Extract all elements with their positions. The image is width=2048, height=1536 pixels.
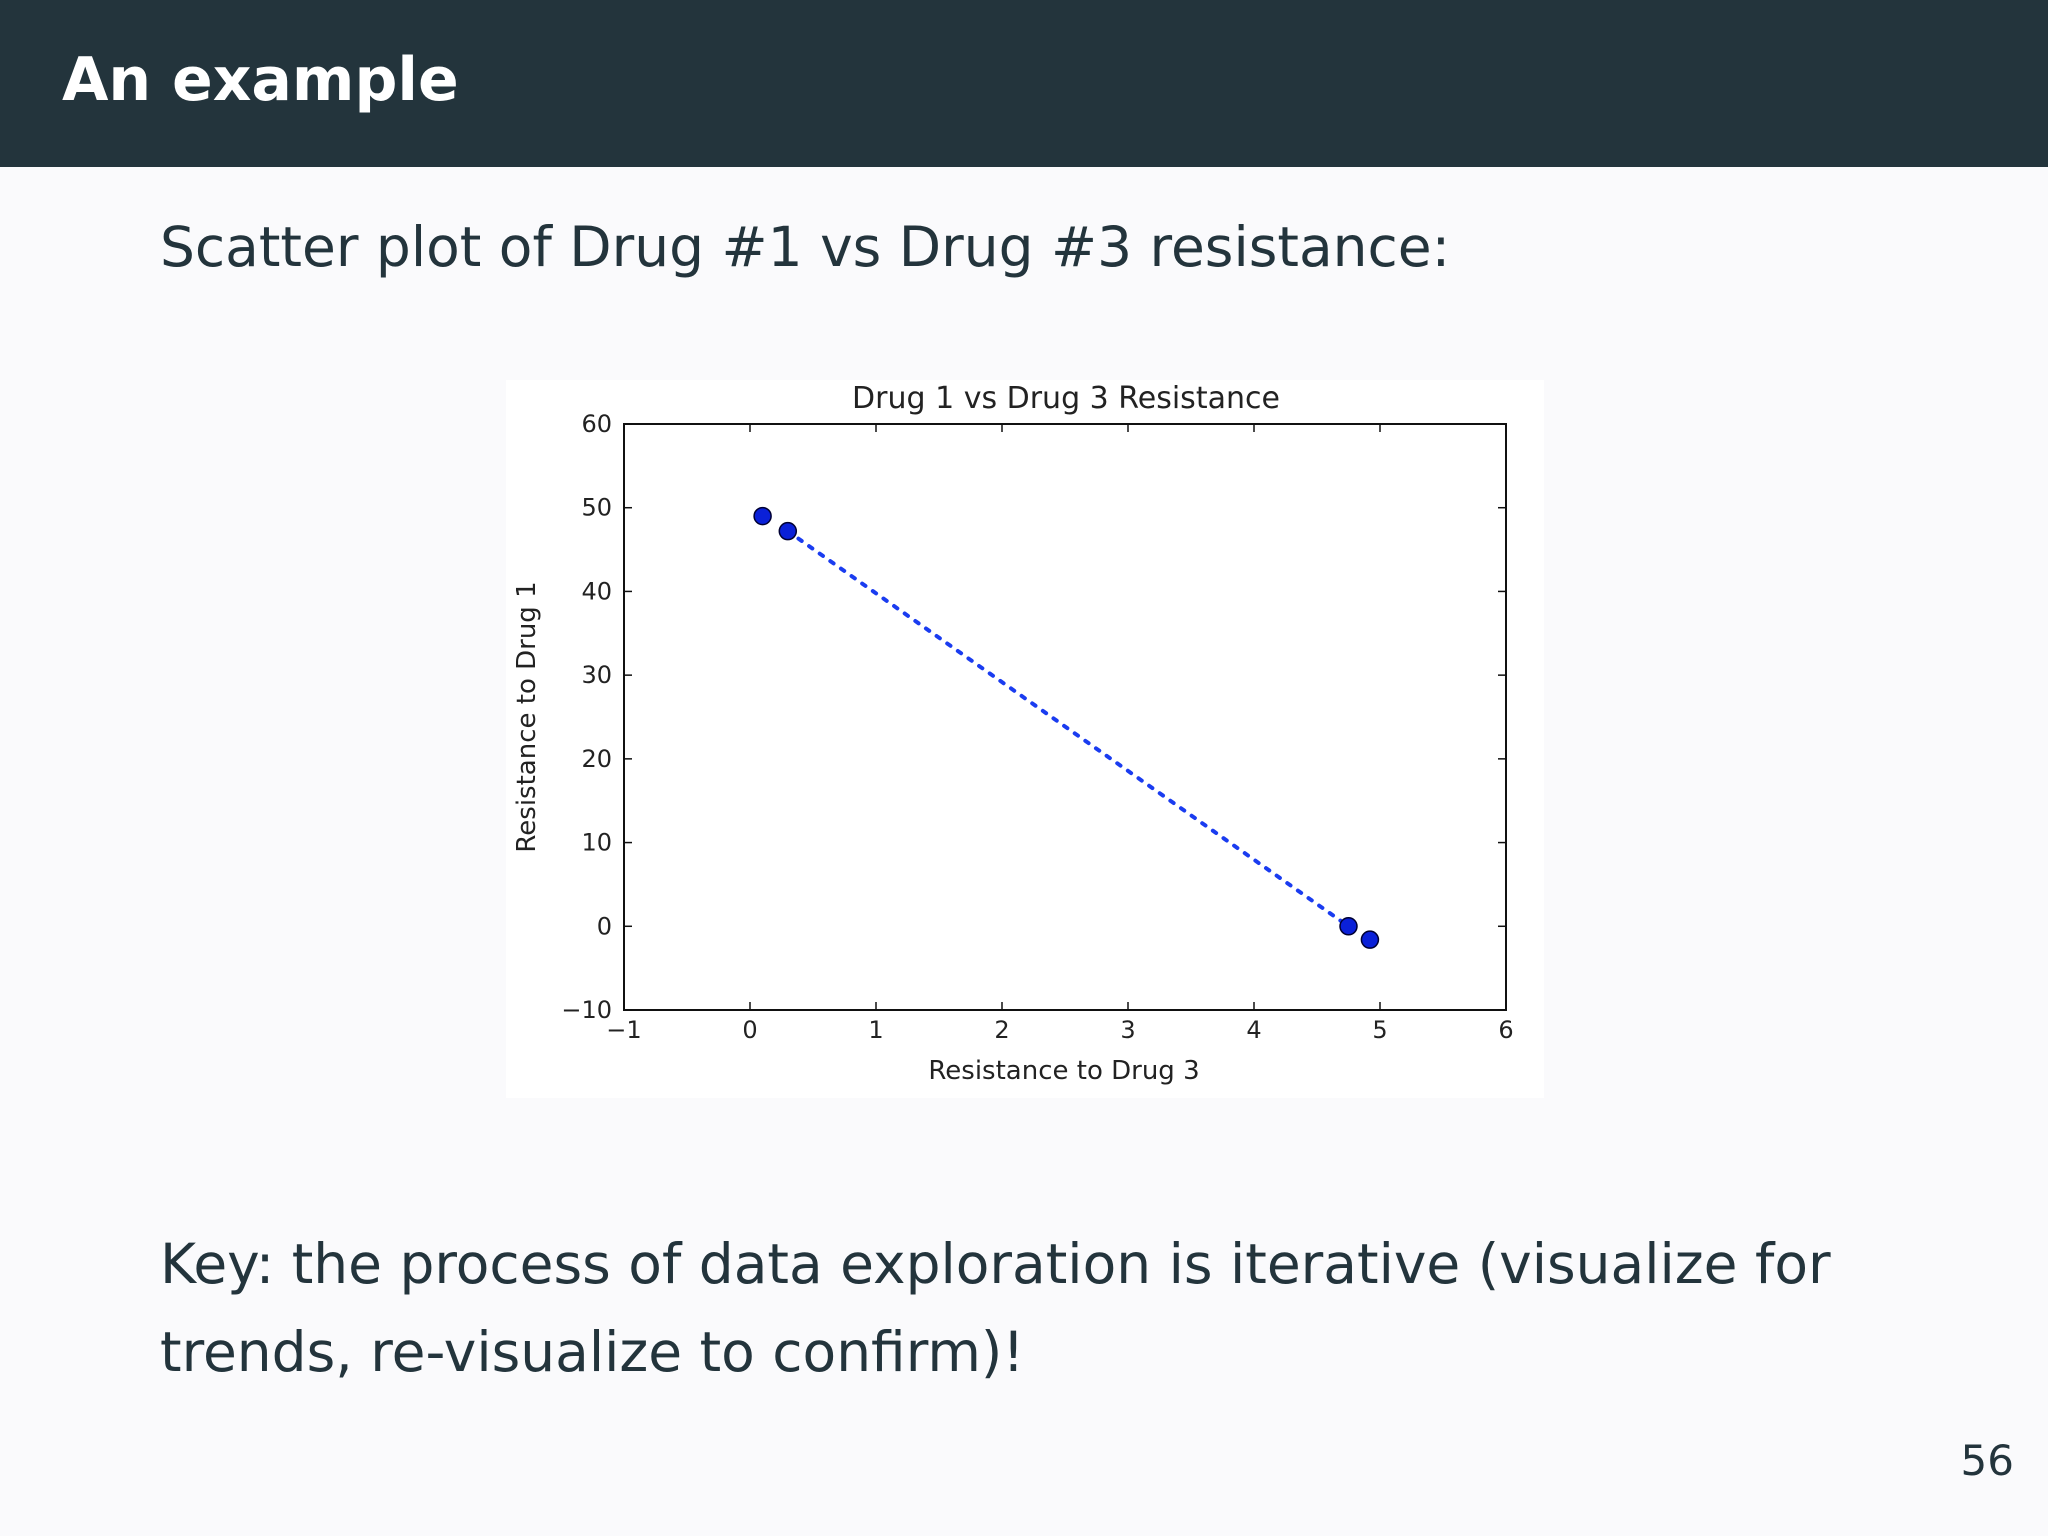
y-tick-label: 30 xyxy=(581,661,612,689)
y-tick-label: 60 xyxy=(581,410,612,438)
intro-text: Scatter plot of Drug #1 vs Drug #3 resis… xyxy=(160,215,1451,279)
x-axis-label: Resistance to Drug 3 xyxy=(928,1056,1199,1086)
scatter-point xyxy=(1360,930,1380,949)
key-note: Key: the process of data exploration is … xyxy=(160,1232,1831,1384)
x-tick-label: 6 xyxy=(1498,1016,1513,1044)
scatter-figure: Drug 1 vs Drug 3 Resistance −1 0 1 2 3 4 5 6 −10… xyxy=(506,380,1544,1098)
y-tick-label: 0 xyxy=(597,912,612,940)
y-tick-label: −10 xyxy=(561,996,612,1024)
slide-title: An example xyxy=(62,45,459,115)
x-tick-label: 4 xyxy=(1246,1016,1261,1044)
chart-title: Drug 1 vs Drug 3 Resistance xyxy=(852,381,1280,416)
x-tick-label: 5 xyxy=(1372,1016,1387,1044)
x-tick-label: 3 xyxy=(1120,1016,1135,1044)
scatter-chart: Drug 1 vs Drug 3 Resistance −1 0 1 2 3 4 5 6−10… xyxy=(512,381,1514,1086)
x-tick-label: 2 xyxy=(994,1016,1009,1044)
page-number: 56 xyxy=(1960,1436,2014,1485)
y-tick-label: 40 xyxy=(581,577,612,605)
x-tick-label: −1 xyxy=(606,1016,641,1044)
y-tick-label: 10 xyxy=(581,829,612,857)
scatter-point xyxy=(1339,917,1358,936)
title-bar: An example xyxy=(0,0,2048,167)
plot-frame xyxy=(623,423,1507,1011)
trend-line xyxy=(785,529,1351,929)
y-axis-label: Resistance to Drug 1 xyxy=(512,581,542,852)
y-tick-label: 50 xyxy=(581,494,612,522)
y-tick-label: 20 xyxy=(581,745,612,773)
scatter-point xyxy=(753,506,772,526)
x-tick-label: 1 xyxy=(868,1016,883,1044)
scatter-point xyxy=(778,521,798,541)
x-tick-label: 0 xyxy=(742,1016,757,1044)
